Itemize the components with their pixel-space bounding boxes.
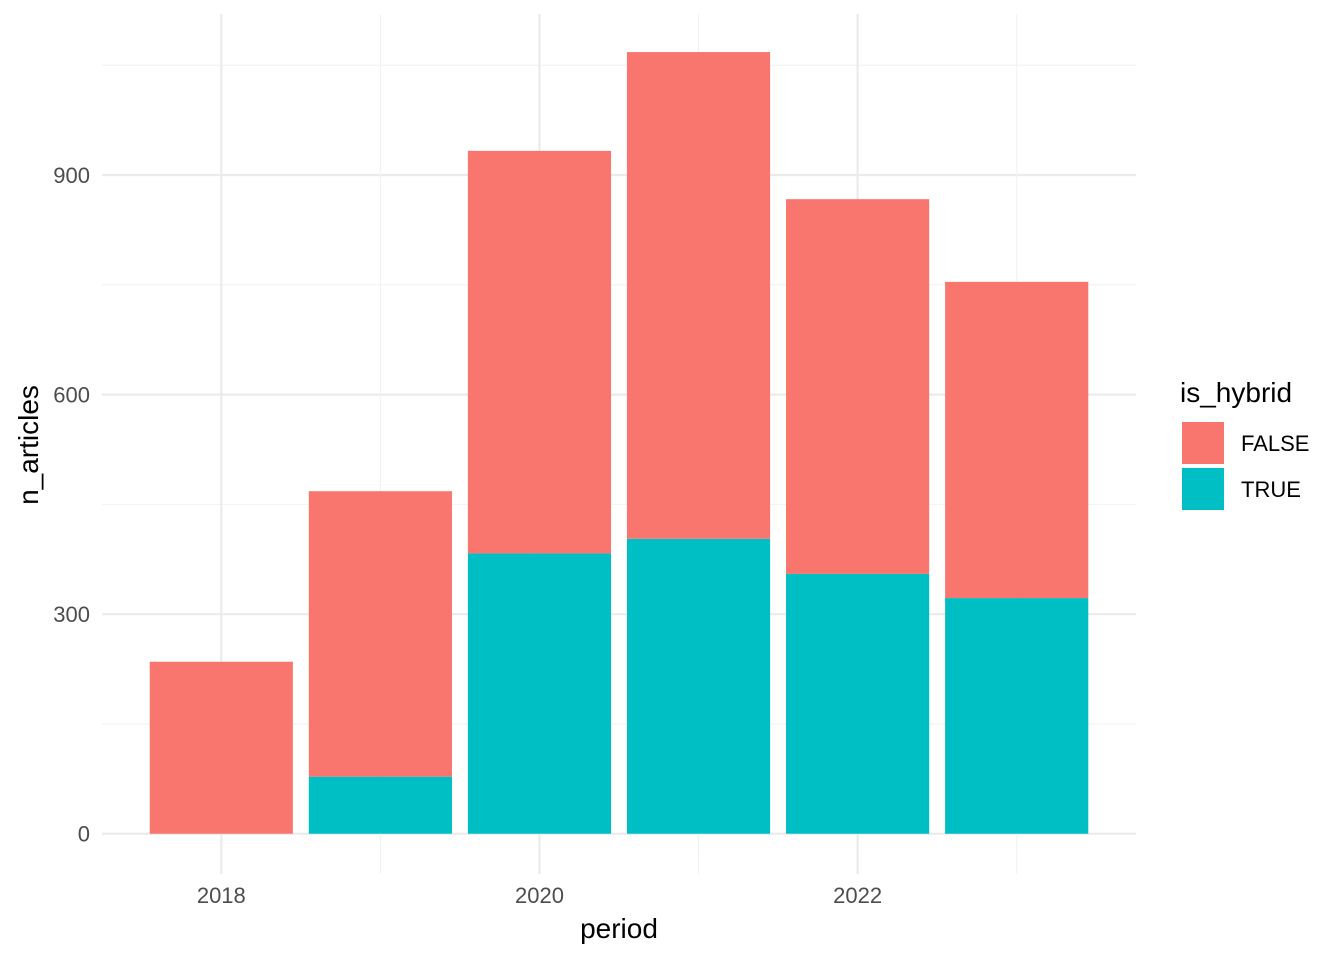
y-axis-title: n_articles xyxy=(13,385,44,505)
legend-title: is_hybrid xyxy=(1180,377,1292,408)
y-tick-label: 900 xyxy=(53,163,90,188)
bar-false-2023 xyxy=(945,281,1089,599)
bar-true-2019 xyxy=(308,776,452,834)
bar-true-2021 xyxy=(626,538,771,834)
legend-items: FALSE TRUE xyxy=(1182,422,1309,510)
bar-false-2020 xyxy=(467,150,612,554)
bar-false-2019 xyxy=(308,491,452,777)
bar-false-2021 xyxy=(626,52,771,539)
legend-label-true: TRUE xyxy=(1241,477,1301,502)
x-axis-ticks: 2018 2020 2022 xyxy=(197,883,882,908)
y-axis-ticks: 0 300 600 900 xyxy=(53,163,90,847)
bar-true-2022 xyxy=(786,573,930,834)
bars xyxy=(149,52,1089,834)
x-tick-label: 2018 xyxy=(197,883,246,908)
legend-swatch-false xyxy=(1182,422,1224,464)
y-tick-label: 0 xyxy=(78,822,90,847)
bar-true-2023 xyxy=(945,598,1089,834)
legend-label-false: FALSE xyxy=(1241,431,1309,456)
bar-false-2018 xyxy=(149,661,293,834)
x-tick-label: 2022 xyxy=(833,883,882,908)
legend-swatch-true xyxy=(1182,468,1224,510)
y-tick-label: 600 xyxy=(53,383,90,408)
bar-true-2020 xyxy=(467,553,612,834)
x-axis-title: period xyxy=(580,913,658,944)
legend: is_hybrid FALSE TRUE xyxy=(1180,377,1309,510)
x-tick-label: 2020 xyxy=(515,883,564,908)
y-tick-label: 300 xyxy=(53,602,90,627)
bar-false-2022 xyxy=(786,199,930,574)
